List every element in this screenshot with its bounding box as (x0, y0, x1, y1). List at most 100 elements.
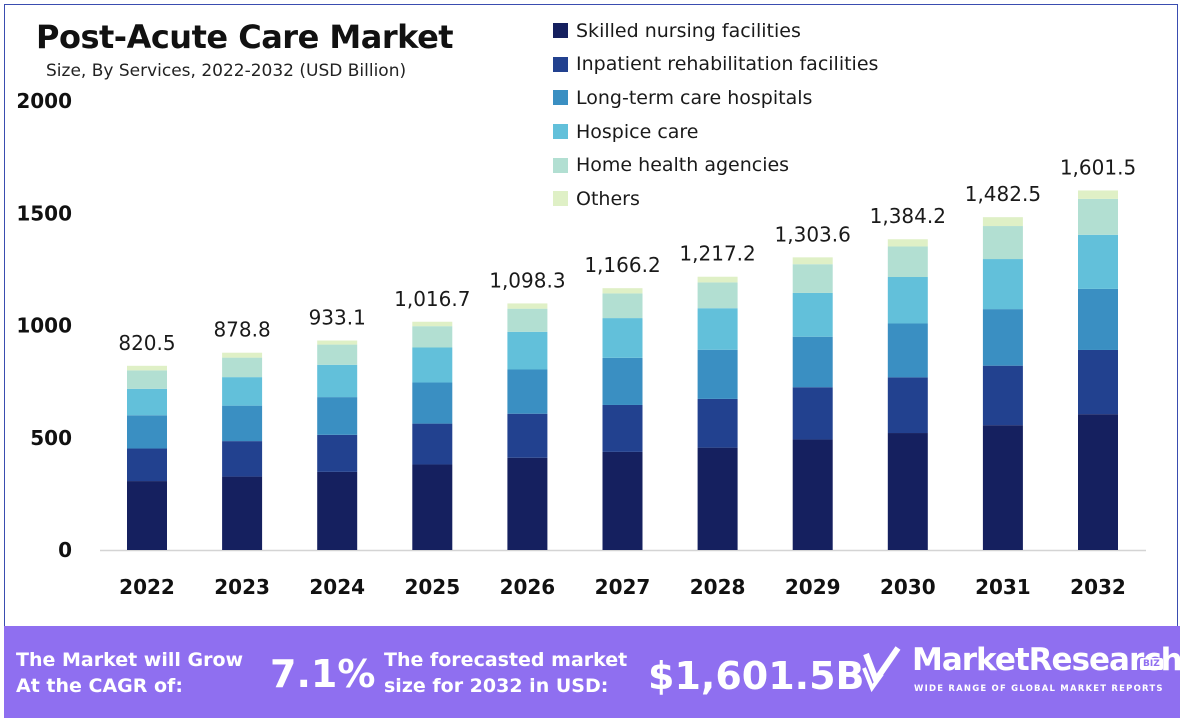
bar-segment (507, 457, 548, 550)
bar-segment (697, 276, 738, 283)
bar-segment (127, 365, 167, 371)
bar-total-label: 1,601.5 (1060, 155, 1136, 179)
legend-label: Hospice care (576, 120, 699, 143)
chart-subtitle: Size, By Services, 2022-2032 (USD Billio… (46, 61, 407, 81)
x-tick-label: 2032 (1070, 575, 1126, 599)
x-tick-label: 2026 (500, 575, 556, 599)
bar-total-label: 1,217.2 (679, 242, 755, 266)
legend-label: Inpatient rehabilitation facilities (576, 53, 879, 76)
bar-segment (602, 288, 643, 294)
x-tick-label: 2025 (404, 575, 460, 599)
bar-segment (507, 413, 548, 458)
brand-badge: BIZ (1140, 658, 1163, 670)
bar-segment (507, 369, 548, 414)
legend-item-others: Others (553, 182, 878, 216)
legend-swatch (553, 56, 568, 72)
legend-item-inpatient-rehab: Inpatient rehabilitation facilities (553, 48, 878, 82)
bar-total-label: 933.1 (309, 306, 366, 330)
bar-segment (412, 347, 453, 383)
bar-segment (317, 364, 358, 398)
x-tick-label: 2027 (595, 575, 651, 599)
bar-segment (317, 340, 358, 345)
bar-total-label: 1,482.5 (965, 182, 1041, 206)
bar-segment (412, 321, 453, 327)
bar-segment (602, 451, 643, 550)
bar-segment (412, 326, 453, 348)
bar-segment (1078, 198, 1118, 235)
bar-segment (792, 387, 833, 440)
bar-segment (1078, 234, 1118, 289)
y-tick-label: 1500 (16, 201, 72, 225)
y-tick-label: 2000 (16, 89, 72, 113)
bar-segment (602, 404, 643, 452)
bar-segment (602, 318, 643, 358)
bar-total-label: 1,098.3 (489, 268, 565, 292)
bar-segment (697, 282, 738, 309)
brand-name: MarketResearch (912, 642, 1183, 678)
brand-tagline: WIDE RANGE OF GLOBAL MARKET REPORTS (914, 684, 1164, 694)
bar-total-label: 1,166.2 (584, 253, 660, 277)
bar-segment (507, 308, 548, 332)
bar-total-label: 1,303.6 (775, 222, 851, 246)
bar-segment (222, 476, 263, 550)
bar-segment (697, 308, 738, 350)
bar-segment (222, 377, 263, 406)
bar-segment (317, 471, 358, 550)
legend-label: Others (576, 187, 640, 210)
bar-total-label: 1,016.7 (394, 287, 470, 311)
bar-segment (697, 349, 738, 399)
bar-segment (982, 425, 1023, 550)
bar-segment (222, 405, 263, 442)
x-tick-label: 2030 (880, 575, 936, 599)
bar-segment (887, 433, 928, 550)
brand-logo-icon (862, 646, 901, 692)
y-tick-label: 1000 (16, 314, 72, 338)
x-tick-label: 2029 (785, 575, 841, 599)
legend-item-home-health: Home health agencies (553, 148, 878, 182)
bar-segment (982, 226, 1023, 260)
cagr-value: 7.1% (270, 652, 376, 696)
x-tick-label: 2023 (214, 575, 270, 599)
legend-swatch (553, 191, 568, 207)
bar-segment (697, 447, 738, 550)
forecast-label-line1: The forecasted market (384, 649, 628, 671)
bar-segment (792, 264, 833, 293)
bar-segment (602, 357, 643, 405)
cagr-label-line2: At the CAGR of: (16, 675, 183, 697)
bar-segment (887, 246, 928, 278)
bar-segment (602, 293, 643, 319)
bar-segment (222, 357, 263, 378)
bar-segment (792, 439, 833, 550)
legend-item-hospice: Hospice care (553, 115, 878, 149)
cagr-label-line1: The Market will Grow (16, 649, 244, 671)
legend-swatch (553, 23, 568, 39)
bar-segment (982, 217, 1023, 227)
bar-segment (887, 277, 928, 324)
bar-segment (792, 292, 833, 337)
stacked-bar-chart: 0 500 1000 1500 2000 820.5 2022 878.8 2023 933.1 2… (16, 89, 1146, 599)
bar-segment (697, 398, 738, 448)
legend-label: Skilled nursing facilities (576, 19, 801, 42)
chart-title: Post-Acute Care Market (36, 18, 454, 56)
bar-segment (887, 323, 928, 378)
legend-item-long-term-care: Long-term care hospitals (553, 81, 878, 115)
bar-segment (317, 344, 358, 365)
bar-segment (507, 303, 548, 309)
x-tick-label: 2028 (690, 575, 746, 599)
legend-label: Long-term care hospitals (576, 86, 813, 109)
bar-segment (1078, 414, 1118, 550)
bar-segment (127, 448, 167, 482)
y-tick-label: 500 (30, 426, 72, 450)
x-tick-label: 2031 (975, 575, 1031, 599)
bar-segment (222, 441, 263, 477)
bar-segment (507, 331, 548, 370)
forecast-label-line2: size for 2032 in USD: (384, 675, 609, 697)
bar-segment (127, 481, 167, 550)
legend-item-skilled-nursing: Skilled nursing facilities (553, 14, 878, 48)
bar-segment (982, 309, 1023, 366)
bar-segment (127, 415, 167, 449)
footer-banner: The Market will Grow At the CAGR of: 7.1… (4, 626, 1183, 718)
bar-segment (412, 382, 453, 424)
bar-segment (982, 365, 1023, 426)
bar-segment (1078, 349, 1118, 415)
